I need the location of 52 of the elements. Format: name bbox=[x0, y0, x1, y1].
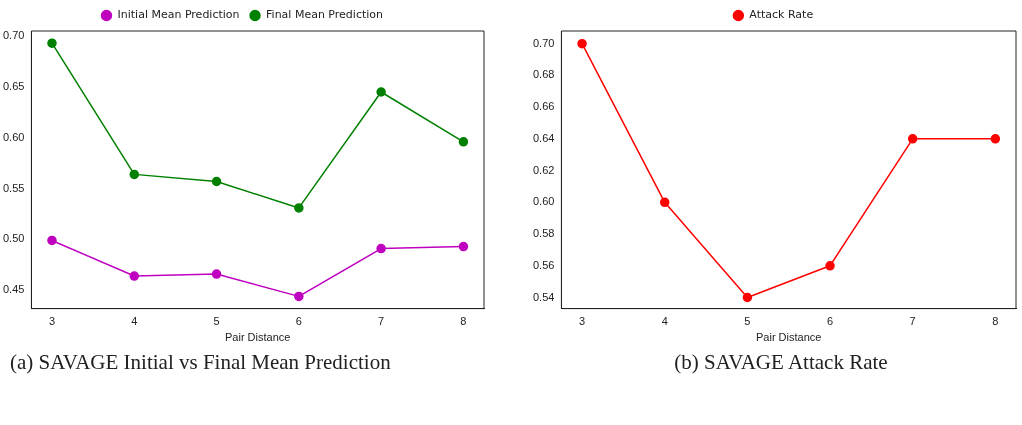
y-tick-label: 0.56 bbox=[532, 258, 555, 271]
y-tick-label: 0.50 bbox=[2, 232, 25, 245]
y-tick-label: 0.64 bbox=[532, 131, 555, 144]
point bbox=[211, 269, 222, 279]
point bbox=[577, 38, 587, 49]
y-tick-label: 0.70 bbox=[532, 36, 555, 49]
x-tick-label: 8 bbox=[460, 315, 467, 328]
x-tick-label: 3 bbox=[48, 315, 56, 328]
x-axis-title: Pair Distance bbox=[755, 331, 822, 344]
y-tick-label: 0.45 bbox=[2, 283, 25, 296]
y-tick-label: 0.62 bbox=[532, 163, 555, 176]
point bbox=[990, 134, 1001, 144]
legend-label: Final Mean Prediction bbox=[266, 8, 384, 22]
y-tick-label: 0.70 bbox=[2, 29, 25, 42]
x-tick-label: 6 bbox=[295, 315, 302, 328]
x-tick-label: 3 bbox=[579, 315, 586, 328]
x-tick-label: 5 bbox=[744, 315, 751, 328]
point bbox=[211, 176, 222, 187]
x-tick-label: 4 bbox=[661, 315, 668, 328]
point bbox=[825, 261, 835, 271]
point bbox=[458, 241, 469, 252]
point bbox=[129, 271, 140, 281]
y-tick-label: 0.65 bbox=[2, 79, 25, 92]
point bbox=[47, 235, 57, 246]
point bbox=[458, 137, 469, 147]
point bbox=[294, 203, 304, 213]
x-tick-label: 7 bbox=[909, 315, 916, 328]
y-tick-label: 0.66 bbox=[532, 100, 555, 113]
point bbox=[294, 291, 304, 302]
y-tick-label: 0.60 bbox=[2, 130, 25, 143]
y-tick-label: 0.54 bbox=[532, 290, 555, 303]
text: (a) SAVAGE Initial vs Final Mean Prediction bbox=[9, 349, 392, 375]
legend-label: Attack Rate bbox=[749, 8, 814, 22]
x-tick-label: 6 bbox=[826, 315, 834, 328]
point bbox=[376, 243, 386, 254]
y-tick-label: 0.55 bbox=[2, 181, 25, 194]
y-tick-label: 0.58 bbox=[532, 227, 555, 240]
point bbox=[47, 38, 57, 48]
x-tick-label: 5 bbox=[213, 315, 220, 328]
x-tick-label: 8 bbox=[992, 315, 999, 328]
point bbox=[129, 169, 140, 180]
x-tick-label: 7 bbox=[378, 315, 385, 328]
text: (b) SAVAGE Attack Rate bbox=[673, 349, 889, 375]
x-axis-title: Pair Distance bbox=[224, 331, 291, 344]
legend-label: Initial Mean Prediction bbox=[117, 8, 240, 22]
point bbox=[376, 87, 386, 97]
y-tick-label: 0.68 bbox=[532, 68, 555, 81]
point bbox=[742, 292, 753, 303]
y-tick-label: 0.60 bbox=[532, 195, 555, 208]
point bbox=[907, 134, 918, 144]
point bbox=[659, 197, 670, 208]
x-tick-label: 4 bbox=[131, 315, 138, 328]
